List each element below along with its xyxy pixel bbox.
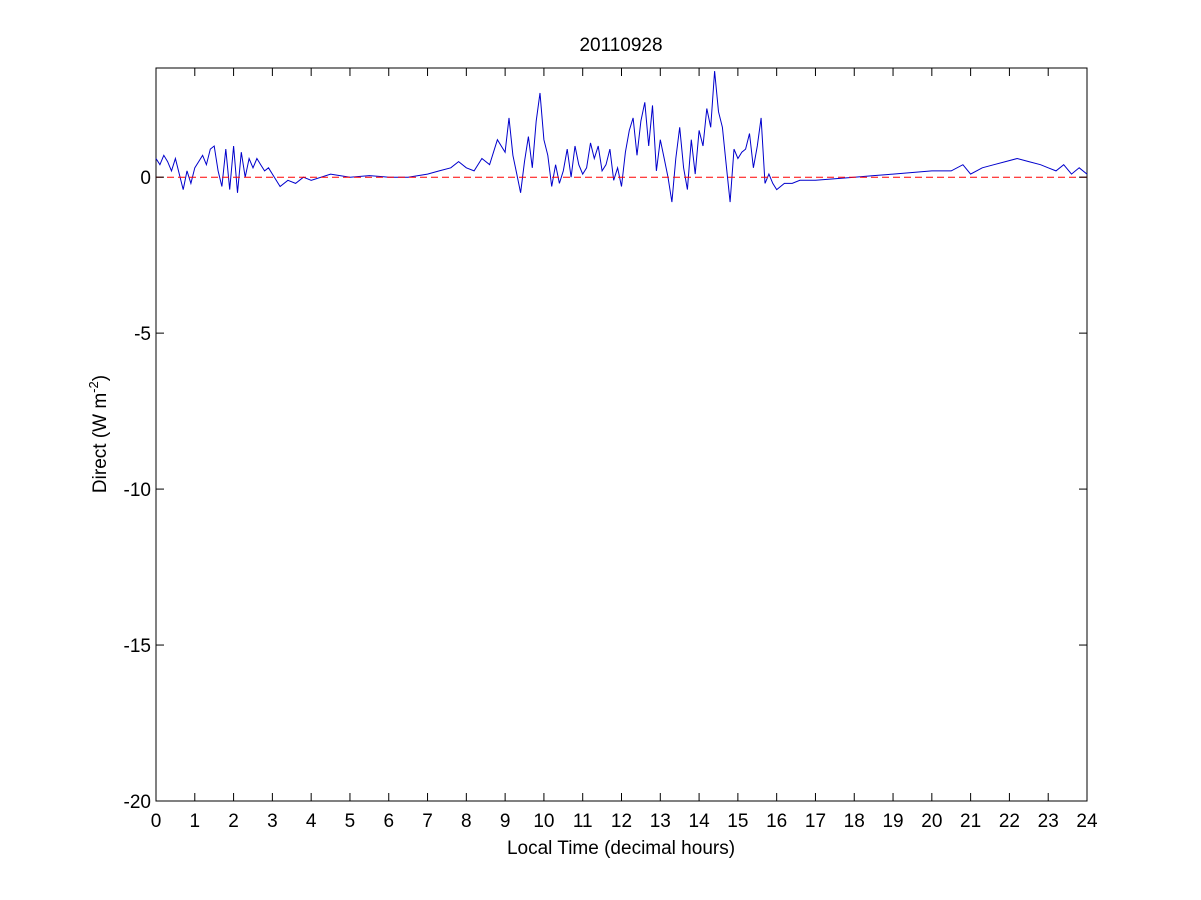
x-tick-label: 16 [766, 811, 787, 832]
x-tick-label: 9 [500, 811, 511, 832]
x-tick-label: 14 [689, 811, 711, 832]
x-tick-label: 2 [228, 811, 239, 832]
x-tick-label: 22 [999, 811, 1020, 832]
x-tick-label: 23 [1038, 811, 1059, 832]
x-tick-label: 15 [727, 811, 748, 832]
x-tick-label: 21 [960, 811, 981, 832]
x-tick-label: 3 [267, 811, 278, 832]
chart-title: 20110928 [579, 35, 662, 56]
y-tick-label: 0 [140, 168, 151, 189]
y-axis-label-main: Direct (W m [90, 393, 111, 493]
x-axis: 0 1 2 3 4 5 6 7 8 9 10 11 12 13 14 15 16 17 18 19 20 21 22 23 24 [151, 68, 1098, 832]
x-tick-label: 7 [422, 811, 433, 832]
x-tick-label: 1 [190, 811, 201, 832]
x-tick-label: 19 [882, 811, 903, 832]
x-tick-label: 24 [1076, 811, 1098, 832]
plot-area: 0 1 2 3 4 5 6 7 8 9 10 11 12 13 14 15 16 17 18 19 20 21 22 23 24… [124, 67, 1098, 832]
y-tick-label: -15 [124, 636, 151, 657]
series-layer [155, 71, 1088, 203]
y-axis-label-close: ) [90, 375, 111, 381]
y-tick-label: -10 [124, 480, 151, 501]
x-tick-label: 0 [151, 811, 162, 832]
x-tick-label: 18 [844, 811, 865, 832]
axes-box [155, 67, 1088, 802]
y-tick-label: -5 [134, 324, 151, 345]
y-axis: -20 -15 -10 -5 0 [124, 168, 1087, 813]
x-tick-label: 5 [345, 811, 356, 832]
x-tick-label: 12 [611, 811, 632, 832]
y-axis-label-superscript: -2 [86, 381, 101, 393]
x-tick-label: 11 [573, 811, 593, 832]
x-tick-label: 8 [461, 811, 472, 832]
x-tick-label: 10 [533, 811, 554, 832]
y-axis-label: Direct (W m-2) [86, 375, 111, 493]
x-tick-label: 20 [921, 811, 942, 832]
data-series-line [155, 71, 1088, 203]
x-tick-label: 6 [383, 811, 394, 832]
x-tick-label: 4 [306, 811, 317, 832]
x-axis-label: Local Time (decimal hours) [507, 838, 735, 859]
y-tick-label: -20 [124, 792, 151, 813]
x-tick-label: 17 [805, 811, 826, 832]
x-tick-label: 13 [650, 811, 671, 832]
